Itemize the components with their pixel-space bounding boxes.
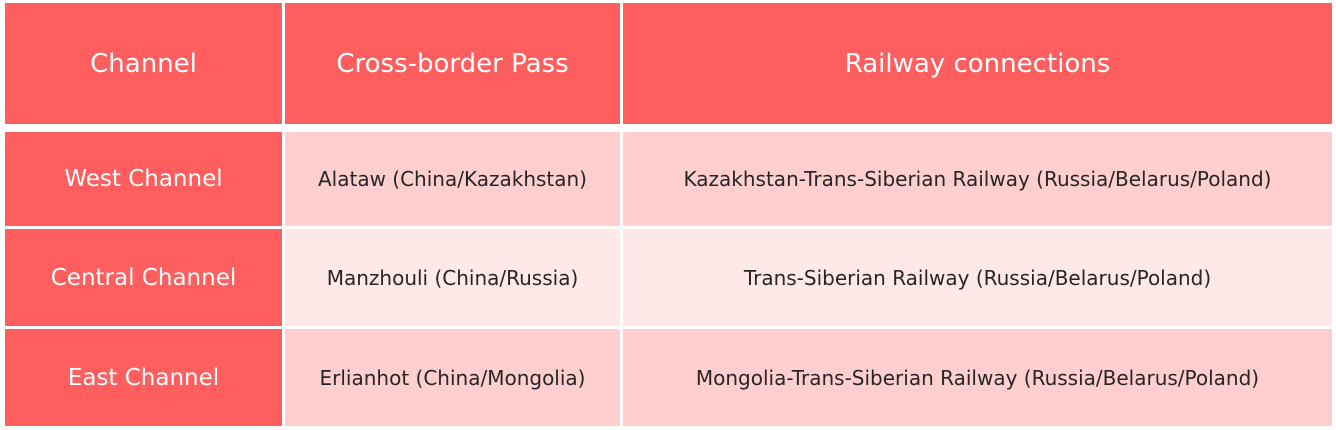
header-channel: Channel <box>5 3 282 124</box>
header-cross-border-pass: Cross-border Pass <box>285 3 620 124</box>
header-railway-connections: Railway connections <box>623 3 1332 124</box>
row-1-channel: West Channel <box>5 132 282 226</box>
row-1-railway: Kazakhstan-Trans-Siberian Railway (Russi… <box>623 132 1332 226</box>
row-3-pass: Erlianhot (China/Mongolia) <box>285 329 620 426</box>
row-3-railway: Mongolia-Trans-Siberian Railway (Russia/… <box>623 329 1332 426</box>
row-2-pass: Manzhouli (China/Russia) <box>285 229 620 326</box>
row-1-pass: Alataw (China/Kazakhstan) <box>285 132 620 226</box>
row-2-channel: Central Channel <box>5 229 282 326</box>
row-2-railway: Trans-Siberian Railway (Russia/Belarus/P… <box>623 229 1332 326</box>
row-3-channel: East Channel <box>5 329 282 426</box>
